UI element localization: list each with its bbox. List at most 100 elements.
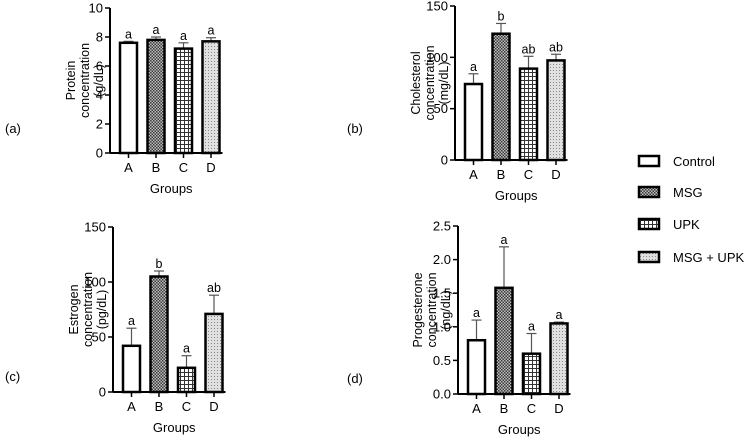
y-axis-label: Protein — [64, 61, 78, 101]
chart-panel-3: (c) Estrogen concentration (pg/dL) 0 50 100 150… — [5, 220, 226, 435]
significance-letter: a — [128, 314, 135, 328]
x-tick-label: A — [472, 401, 481, 416]
y-axis-label: (g/dL) — [92, 64, 106, 97]
bar-A — [466, 338, 487, 396]
x-tick-label: B — [497, 167, 506, 182]
y-tick-label: 0 — [441, 153, 448, 168]
bar-C — [518, 67, 539, 162]
x-tick-label: A — [469, 167, 478, 182]
chart-panel-4: (d) Progesterone concentration (ng/dL) 0.0 0.… — [347, 219, 571, 437]
y-tick-label: 2.0 — [433, 252, 451, 267]
y-axis-label: (mg/dL) — [437, 61, 451, 104]
significance-letter: a — [125, 27, 132, 41]
y-tick-label: 1.0 — [433, 319, 451, 334]
panel-label: (a) — [5, 121, 21, 136]
bar-A — [121, 344, 142, 394]
chart-panel-2: (b) Cholesterol concentration (mg/dL) 0 50 100… — [347, 0, 568, 203]
panel-label: (d) — [347, 371, 363, 386]
x-axis-title: Groups — [495, 188, 538, 203]
bar-D — [546, 59, 566, 162]
y-axis-label: (ng/dL) — [439, 290, 453, 330]
y-tick-label: 150 — [84, 220, 106, 235]
significance-letter: a — [470, 60, 477, 74]
bar-B — [146, 38, 166, 155]
y-tick-label: 8 — [96, 30, 103, 45]
x-tick-label: A — [127, 399, 136, 414]
panel-label: (c) — [5, 369, 20, 384]
y-axis-label: concentration — [425, 272, 439, 347]
x-tick-label: C — [527, 401, 536, 416]
significance-letter: a — [153, 23, 160, 37]
y-tick-label: 2 — [96, 117, 103, 132]
significance-letter: b — [156, 257, 163, 271]
legend-label: UPK — [673, 217, 700, 232]
significance-letter: a — [183, 342, 190, 356]
legend: Control MSG UPK MSG + UPK — [637, 154, 744, 265]
legend-label: Control — [673, 154, 715, 169]
y-tick-label: 0.0 — [433, 387, 451, 402]
y-tick-label: 50 — [434, 101, 448, 116]
x-axis-title: Groups — [498, 422, 541, 437]
y-tick-label: 0 — [96, 146, 103, 161]
y-tick-label: 10 — [89, 1, 103, 16]
y-tick-label: 4 — [96, 88, 103, 103]
bar-A — [463, 82, 484, 162]
significance-letter: a — [473, 306, 480, 320]
bar-B — [149, 275, 169, 394]
y-axis-label: concentration — [423, 45, 437, 120]
significance-letter: ab — [549, 40, 563, 54]
y-axis-label: concentration — [81, 272, 95, 347]
bar-A — [118, 41, 139, 155]
y-axis-label: Progesterone — [411, 272, 425, 347]
significance-letter: b — [498, 9, 505, 23]
x-tick-label: C — [524, 167, 533, 182]
y-tick-label: 6 — [96, 59, 103, 74]
bar-C — [176, 366, 197, 394]
y-tick-label: 50 — [92, 330, 106, 345]
y-tick-label: 150 — [426, 0, 448, 14]
legend-swatch-grid — [637, 217, 661, 231]
legend-swatch-dots — [637, 250, 661, 264]
y-tick-label: 1.5 — [433, 286, 451, 301]
bar-D — [549, 322, 569, 396]
bar-C — [521, 352, 542, 396]
bar-D — [204, 312, 224, 394]
x-tick-label: B — [152, 160, 161, 175]
y-axis-label: concentration — [78, 43, 92, 118]
x-tick-label: A — [124, 160, 133, 175]
legend-swatch-blank — [637, 154, 661, 168]
bar-B — [494, 286, 514, 396]
y-tick-label: 0.5 — [433, 353, 451, 368]
bar-D — [201, 40, 221, 155]
significance-letter: ab — [207, 281, 221, 295]
x-tick-label: B — [155, 399, 164, 414]
x-tick-label: B — [500, 401, 509, 416]
x-tick-label: D — [554, 401, 563, 416]
significance-letter: ab — [522, 42, 536, 56]
bar-C — [173, 47, 194, 155]
y-axis-label: Cholesterol — [409, 51, 423, 114]
panel-label: (b) — [347, 121, 363, 136]
y-tick-label: 2.5 — [433, 219, 451, 234]
legend-label: MSG + UPK — [673, 250, 744, 265]
legend-label: MSG — [673, 185, 703, 200]
y-tick-label: 100 — [426, 50, 448, 65]
significance-letter: a — [180, 29, 187, 43]
y-tick-label: 0 — [99, 385, 106, 400]
y-tick-label: 100 — [84, 275, 106, 290]
y-axis-label: (pg/dL) — [95, 290, 109, 330]
x-tick-label: C — [179, 160, 188, 175]
x-axis-title: Groups — [153, 420, 196, 435]
significance-letter: a — [208, 24, 215, 38]
significance-letter: a — [501, 233, 508, 247]
significance-letter: a — [528, 320, 535, 334]
x-tick-label: D — [206, 160, 215, 175]
bar-B — [491, 32, 511, 162]
x-tick-label: C — [182, 399, 191, 414]
x-axis-title: Groups — [150, 181, 193, 196]
significance-letter: a — [556, 308, 563, 322]
x-tick-label: D — [551, 167, 560, 182]
legend-swatch-checker — [637, 185, 661, 199]
x-tick-label: D — [209, 399, 218, 414]
